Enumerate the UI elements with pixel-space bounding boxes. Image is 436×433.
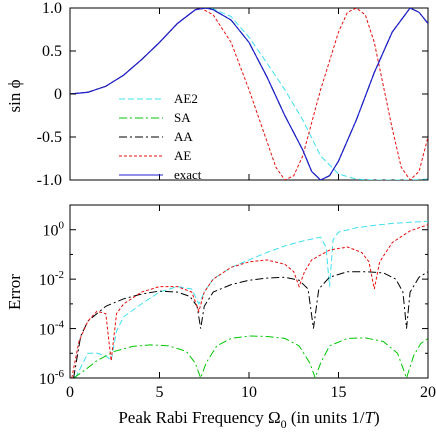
bottom-series-aa: [73, 271, 428, 378]
top-series-aa: [70, 8, 428, 180]
bottom-x-tick-label: 15: [331, 384, 347, 401]
top-series-ae: [70, 8, 428, 180]
bottom-panel: 10-6 10-4 10-2 100 0 5 10 15 20 Error Peak Rabi…: [5, 204, 436, 431]
x-axis-subscript: 0: [281, 417, 287, 431]
bottom-x-tick-label: 5: [156, 384, 164, 401]
legend: AE2 SA AA AE exact: [119, 91, 202, 182]
top-panel: -1.0 -0.5 0 0.5 1.0 AE2 SA AA AE exact sin ϕ: [5, 0, 429, 189]
legend-label-ae2: AE2: [174, 91, 198, 106]
top-x-ticks: [69, 8, 429, 180]
top-series-exact: [70, 8, 428, 180]
legend-label-aa: AA: [174, 129, 193, 144]
top-y-tick-label: 0: [54, 86, 62, 103]
legend-label-sa: SA: [174, 110, 191, 125]
bottom-series-ae: [71, 224, 428, 378]
bottom-x-axis-title: Peak Rabi Frequency Ω0 (in units 1/T): [118, 408, 379, 431]
top-y-axis-title: sin ϕ: [5, 79, 24, 112]
bottom-plot-frame: [69, 204, 429, 379]
top-y-tick-label: -0.5: [37, 129, 62, 146]
bottom-x-tick-label: 0: [66, 384, 74, 401]
bottom-series-group: [71, 220, 428, 378]
bottom-x-ticks: 0 5 10 15 20: [66, 205, 436, 401]
bottom-y-tick-label: 100: [43, 220, 65, 240]
bottom-x-tick-label: 10: [241, 384, 257, 401]
legend-label-ae: AE: [174, 148, 191, 163]
top-y-tick-label: 1.0: [42, 0, 62, 17]
top-plot-frame: [69, 7, 429, 181]
legend-label-exact: exact: [174, 167, 202, 182]
bottom-y-tick-label: 10-4: [39, 319, 65, 339]
bottom-y-axis-title: Error: [5, 274, 24, 310]
top-y-tick-label: -1.0: [37, 172, 62, 189]
top-y-tick-label: 0.5: [42, 43, 62, 60]
top-series-ae2: [70, 8, 428, 180]
bottom-x-tick-label: 20: [420, 384, 436, 401]
bottom-y-ticks: 10-6 10-4 10-2 100: [39, 220, 428, 388]
bottom-series-sa: [73, 335, 428, 378]
top-y-ticks: -1.0 -0.5 0 0.5 1.0: [37, 0, 428, 189]
bottom-y-tick-label: 10-2: [39, 269, 64, 289]
bottom-series-ae2: [74, 220, 428, 378]
bottom-y-tick-label: 10-6: [39, 368, 65, 388]
top-series-group: [70, 8, 428, 180]
top-series-sa: [70, 8, 428, 180]
